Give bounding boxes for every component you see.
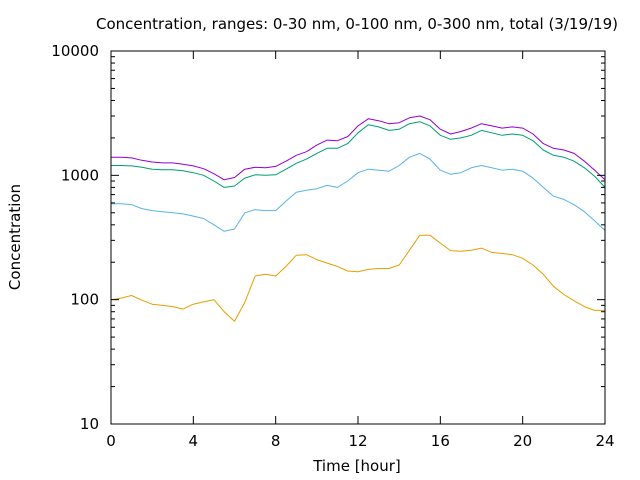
x-axis-label: Time [hour] xyxy=(312,457,401,475)
x-tick-label-4: 4 xyxy=(189,432,199,450)
series-line-1 xyxy=(110,234,605,322)
y-tick-label-10000: 10000 xyxy=(51,42,99,60)
series-line-2 xyxy=(111,152,606,232)
x-tick-label-8: 8 xyxy=(271,432,281,450)
y-tick-label-100: 100 xyxy=(70,291,99,309)
series-line-4 xyxy=(111,115,606,181)
x-tick-label-0: 0 xyxy=(106,432,116,450)
x-tick-label-16: 16 xyxy=(431,432,450,450)
ticks-layer: 0 4 8 12 16 20 24 10 100 1000 10000 xyxy=(51,42,614,450)
x-tick-label-20: 20 xyxy=(513,432,532,450)
chart-title: Concentration, ranges: 0-30 nm, 0-100 nm… xyxy=(96,15,618,33)
y-tick-label-10: 10 xyxy=(80,415,99,433)
x-tick-label-12: 12 xyxy=(348,432,367,450)
y-tick-label-1000: 1000 xyxy=(61,166,99,184)
plot-frame xyxy=(110,50,606,425)
x-tick-label-24: 24 xyxy=(595,432,614,450)
series-layer xyxy=(110,115,606,322)
y-axis-label: Concentration xyxy=(6,184,24,290)
series-line-3 xyxy=(111,121,606,188)
